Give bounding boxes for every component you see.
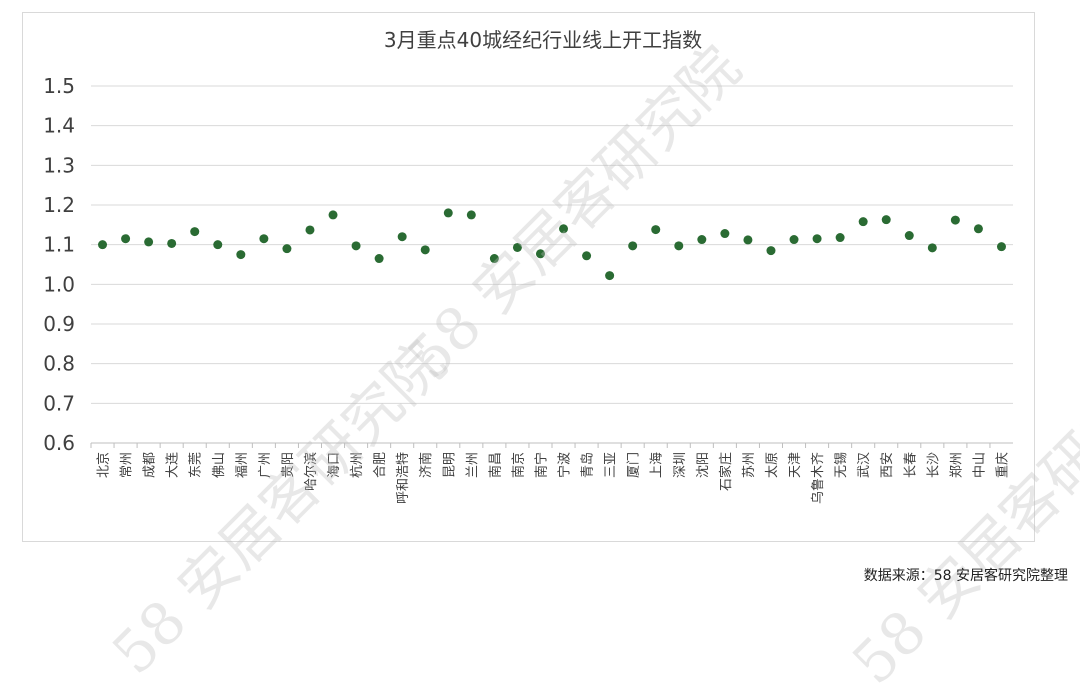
data-point [190,227,200,237]
data-point [535,249,545,259]
data-point [489,254,499,264]
data-point [651,225,661,235]
data-point [259,234,269,244]
y-tick-label: 1.0 [43,272,75,296]
x-tick-label: 青岛 [580,452,596,478]
y-tick-label: 1.5 [43,74,75,98]
data-point [559,224,569,234]
x-tick-label: 兰州 [465,452,480,478]
data-point [443,208,453,218]
y-tick-label: 0.8 [43,352,75,376]
data-point [812,234,822,244]
x-tick-label: 武汉 [857,452,872,478]
x-tick-labels: 北京 常州 成都 大连 东莞 佛山 福州 广州 贵阳 哈尔滨 海口 杭州 合肥 呼和浩特 济南 昆明 兰州 南昌南… [90,443,1010,504]
chart-frame: 3月重点40城经纪行业线上开工指数 1.5 1.4 1.3 1.2 1.1 1.0 0.9 0… [22,12,1035,542]
y-tick-labels: 1.5 1.4 1.3 1.2 1.1 1.0 0.9 0.8 0.7 0.6 [43,74,75,455]
data-point [789,235,799,245]
x-tick-label: 宁波 [557,452,573,478]
data-point [236,250,246,260]
x-tick-label: 厦门 [627,452,642,478]
data-point [213,240,223,250]
data-point [674,241,684,251]
data-point [144,237,154,247]
scatter-chart: 3月重点40城经纪行业线上开工指数 1.5 1.4 1.3 1.2 1.1 1.0 0.9 0… [43,28,1013,504]
source-note: 数据来源：58 安居客研究院整理 [863,568,1068,584]
data-point [98,240,108,250]
x-tick-label: 无锡 [834,452,849,478]
data-points [98,208,1006,281]
x-tick-label: 沈阳 [696,452,711,478]
y-tick-label: 0.6 [43,431,75,455]
x-tick-label: 石家庄 [718,452,734,491]
x-tick-label: 郑州 [949,452,964,478]
x-tick-label: 常州 [120,452,135,478]
x-tick-label: 北京 [97,452,112,478]
data-point [628,241,638,251]
data-point [720,229,730,239]
x-tick-label: 深圳 [673,452,688,478]
x-tick-label: 成都 [143,452,158,478]
x-tick-label: 乌鲁木齐 [810,452,826,504]
data-point [881,215,891,225]
x-tick-label: 南宁 [533,452,549,478]
data-point [512,242,522,252]
y-tick-label: 0.7 [43,391,75,415]
x-tick-label: 佛山 [212,452,227,478]
data-point [973,224,983,234]
data-point [858,217,868,227]
data-point [743,235,753,245]
y-tick-label: 1.4 [43,114,75,138]
data-point [605,271,615,281]
x-tick-label: 哈尔滨 [303,452,319,491]
data-point [374,254,384,264]
x-tick-label: 天津 [788,452,803,478]
y-tick-label: 1.2 [43,193,75,217]
x-tick-label: 南昌 [487,452,503,478]
y-tick-label: 1.3 [43,153,75,177]
data-point [328,210,338,220]
data-point [466,210,476,220]
x-tick-label: 福州 [235,452,250,478]
x-tick-label: 上海 [650,452,665,478]
x-tick-label: 大连 [165,452,181,478]
x-tick-label: 济南 [418,452,434,478]
x-tick-label: 合肥 [373,452,388,478]
x-tick-label: 东莞 [189,452,204,478]
data-point [904,231,914,241]
data-point [950,215,960,225]
data-point [835,233,845,243]
x-tick-label: 呼和浩特 [396,452,411,504]
x-tick-label: 中山 [972,452,987,478]
data-point [420,245,430,255]
x-tick-label: 贵阳 [281,452,296,478]
data-point [351,241,361,251]
x-tick-label: 三亚 [604,452,619,478]
data-point [996,242,1006,252]
chart-title: 3月重点40城经纪行业线上开工指数 [384,28,702,52]
data-point [167,238,177,248]
x-tick-label: 长沙 [926,452,941,478]
data-point [121,234,131,244]
x-tick-label: 长春 [903,452,918,478]
x-tick-label: 昆明 [442,452,457,478]
y-tick-label: 0.9 [43,312,75,336]
data-point [282,244,292,254]
x-tick-label: 杭州 [350,452,365,478]
data-point [305,225,315,235]
data-point [927,243,937,253]
data-point [397,232,407,242]
data-point [697,235,707,245]
x-tick-label: 太原 [765,452,780,478]
x-tick-label: 苏州 [741,452,757,478]
x-tick-label: 西安 [880,452,895,478]
y-tick-label: 1.1 [43,233,75,257]
x-tick-label: 重庆 [994,452,1010,478]
x-tick-label: 广州 [258,452,273,478]
x-tick-label: 南京 [510,452,526,478]
gridlines [91,85,1013,444]
x-tick-label: 海口 [327,452,342,478]
data-point [582,251,592,261]
data-point [766,246,776,256]
